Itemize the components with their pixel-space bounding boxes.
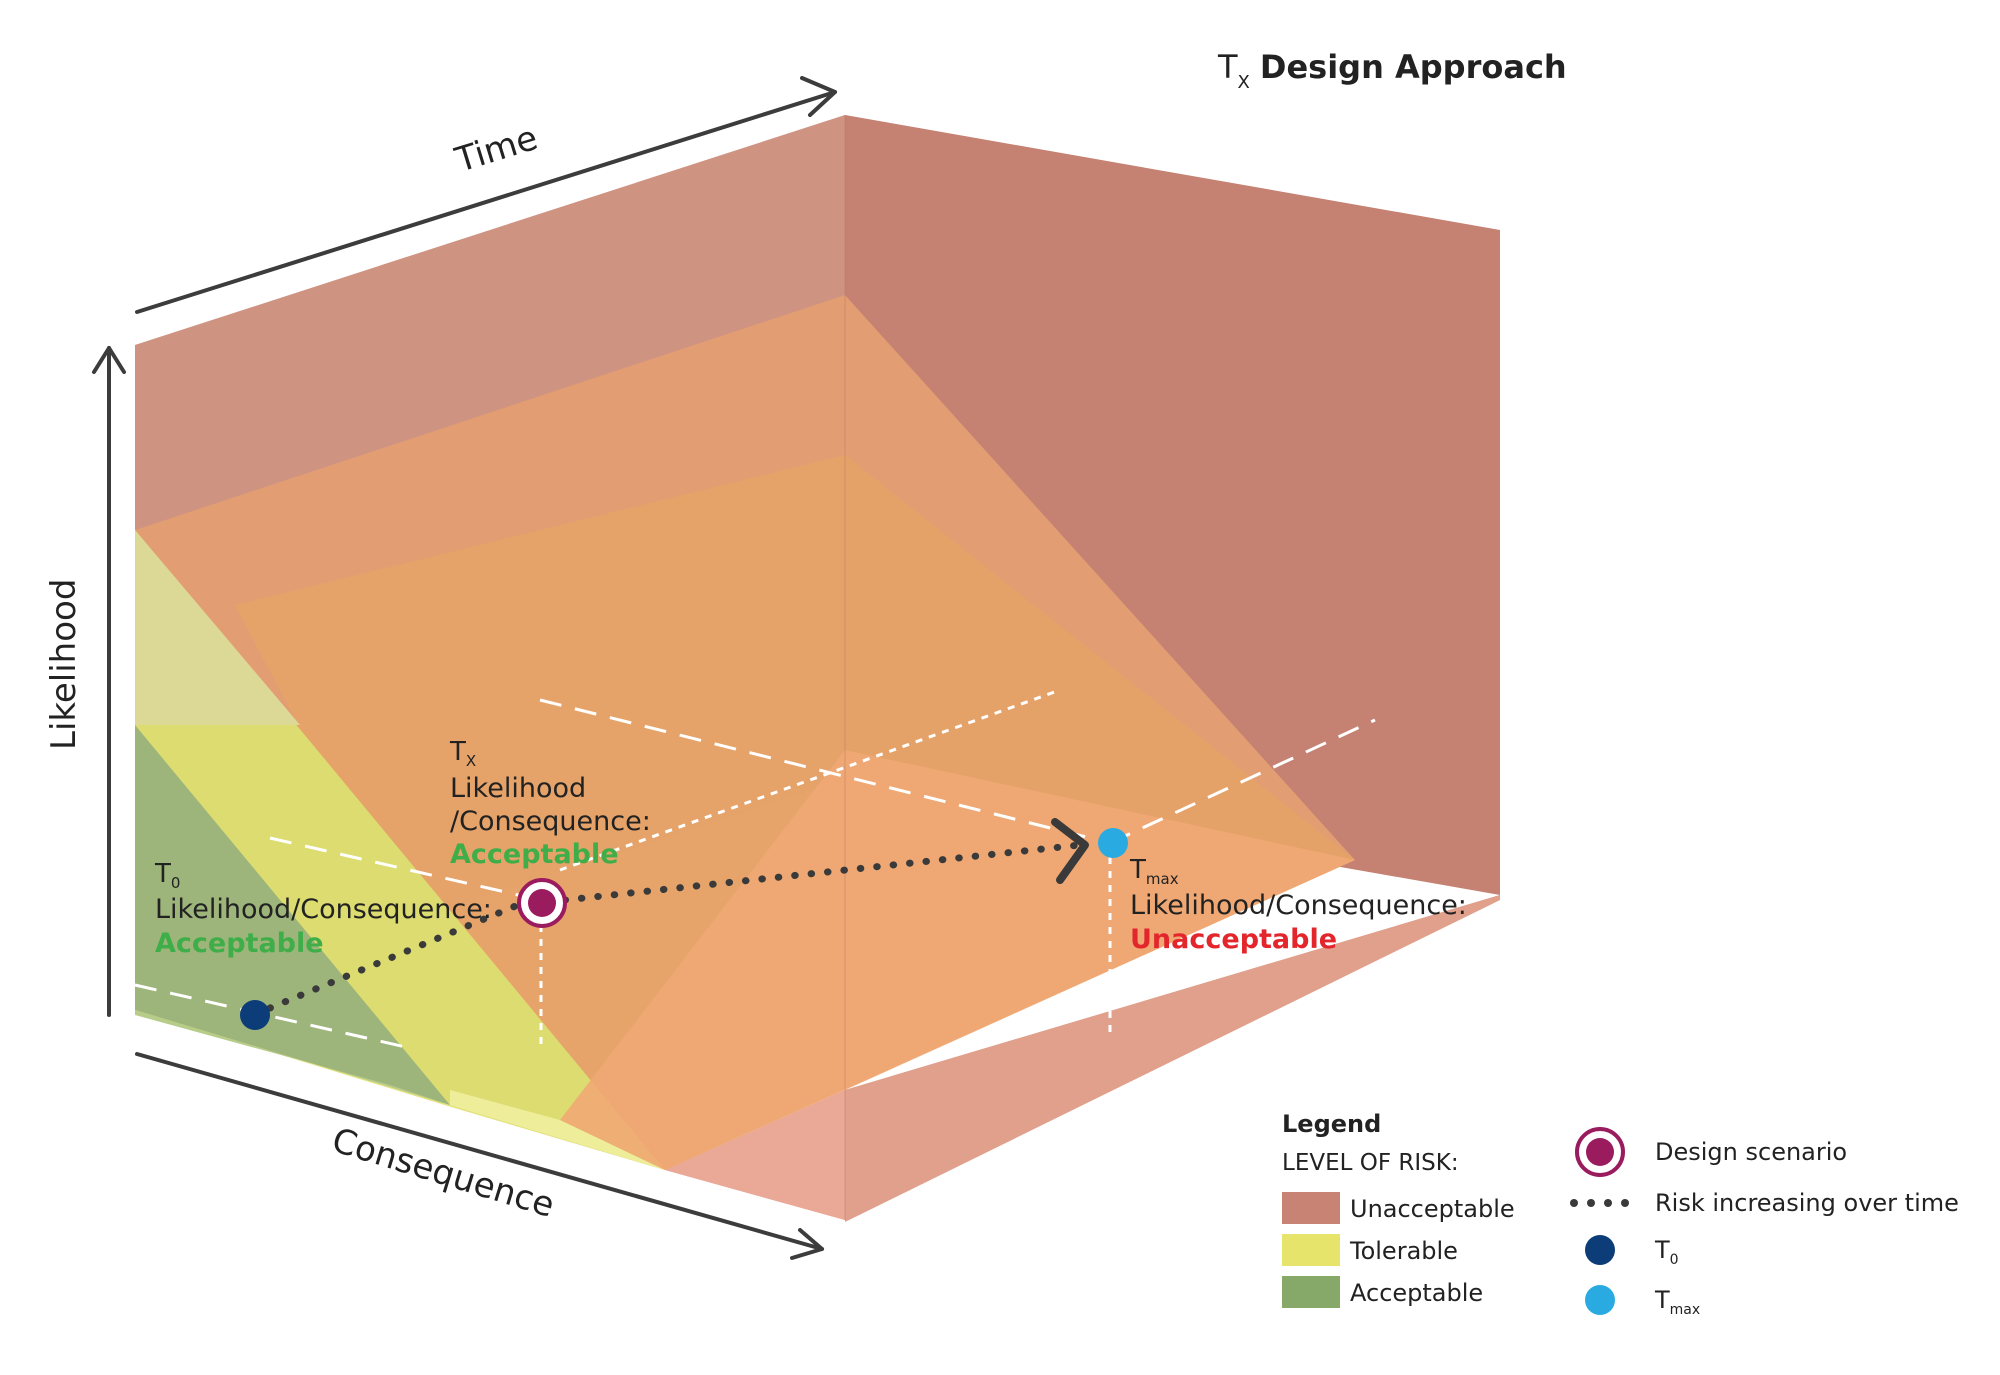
- tx-consequence-line: /Consequence:: [450, 806, 651, 837]
- top-band: [135, 115, 845, 530]
- legend-swatch-unacceptable: [1282, 1192, 1340, 1224]
- legend-design-scenario-label: Design scenario: [1655, 1138, 1847, 1166]
- front-pink-face: [665, 1090, 845, 1220]
- tmax-label: Tmax: [1129, 855, 1179, 888]
- tx-label: TX: [449, 737, 476, 770]
- right-lower-face: [845, 895, 1500, 1222]
- tmax-status: Unacceptable: [1130, 924, 1337, 955]
- time-axis: [135, 90, 837, 314]
- likelihood-axis-label: Likelihood: [44, 579, 84, 750]
- legend-label-tolerable: Tolerable: [1349, 1237, 1458, 1265]
- consequence-axis: [135, 1052, 824, 1251]
- orange-floor: [560, 750, 1355, 1170]
- legend-heading: Legend: [1282, 1110, 1381, 1138]
- tx-status: Acceptable: [450, 839, 619, 870]
- legend-tmax-icon: [1585, 1285, 1615, 1315]
- tolerable-floor: [450, 1090, 665, 1170]
- legend-t0-icon: [1585, 1235, 1615, 1265]
- tmax-likelihood-line: Likelihood/Consequence:: [1130, 890, 1467, 921]
- legend-risk-increasing-label: Risk increasing over time: [1655, 1189, 1959, 1217]
- tx-marker: [517, 878, 567, 928]
- legend-label-unacceptable: Unacceptable: [1350, 1195, 1515, 1223]
- guide-lines: [134, 688, 1376, 1050]
- t0-label: T0: [154, 859, 180, 892]
- acceptable-floor: [135, 1010, 450, 1105]
- legend-t0-label: T0: [1654, 1236, 1679, 1268]
- axes: [92, 76, 837, 1260]
- t0-marker: [240, 1000, 270, 1030]
- t0-status: Acceptable: [155, 928, 324, 959]
- consequence-axis-label: Consequence: [327, 1120, 559, 1225]
- legend-tmax-label: Tmax: [1654, 1286, 1700, 1318]
- tmax-marker: [1098, 828, 1128, 858]
- legend: Legend LEVEL OF RISK: Unacceptable Toler…: [1282, 1110, 1959, 1318]
- tx-likelihood-line: Likelihood: [450, 773, 586, 804]
- legend-subheading: LEVEL OF RISK:: [1282, 1150, 1459, 1176]
- tolerable-upper-pale: [135, 530, 300, 725]
- risk-volume: [135, 115, 1500, 1222]
- consequence-arrow-head: [790, 1228, 824, 1260]
- legend-swatch-acceptable: [1282, 1276, 1340, 1308]
- legend-dotted-line-icon: [1570, 1199, 1629, 1207]
- legend-label-acceptable: Acceptable: [1350, 1279, 1483, 1307]
- legend-swatch-tolerable: [1282, 1234, 1340, 1266]
- risk-path: [266, 841, 1084, 1012]
- diagram-title: TX Design Approach: [1217, 48, 1567, 93]
- acceptable-zone: [135, 725, 450, 1105]
- t0-likelihood-line: Likelihood/Consequence:: [155, 894, 492, 925]
- likelihood-arrow-head: [92, 346, 126, 374]
- risk-path-arrow-head: [1051, 818, 1089, 884]
- legend-design-scenario-icon: [1575, 1127, 1625, 1177]
- time-arrow-head: [800, 76, 837, 117]
- time-axis-label: Time: [450, 118, 542, 181]
